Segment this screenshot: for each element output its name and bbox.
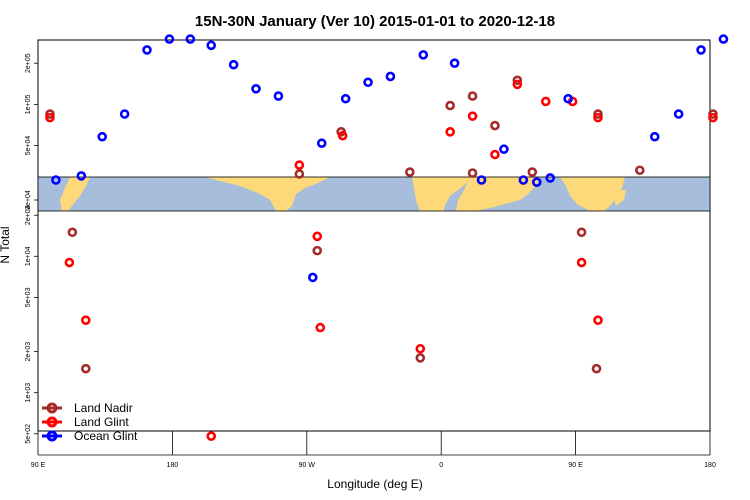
point-land-glint — [445, 127, 455, 137]
point-ocean-glint — [673, 109, 684, 119]
point-ocean-glint — [363, 77, 373, 88]
point-land-nadir — [405, 167, 415, 177]
x-tick-label: 0 — [439, 462, 443, 469]
point-land-glint — [80, 315, 91, 325]
legend-label-land-nadir: Land Nadir — [74, 401, 133, 415]
y-tick-label: 2e+04 — [25, 205, 32, 225]
point-ocean-glint — [518, 175, 529, 185]
point-ocean-glint — [51, 175, 61, 185]
point-land-glint — [415, 343, 426, 354]
point-ocean-glint — [531, 177, 542, 187]
x-tick-label: 90 W — [299, 462, 316, 469]
point-ocean-glint — [307, 272, 318, 283]
point-land-glint — [312, 231, 323, 242]
point-ocean-glint — [273, 91, 284, 101]
legend-marker-land-nadir — [46, 402, 58, 414]
x-tick-label: 180 — [704, 462, 716, 469]
point-ocean-glint — [97, 131, 108, 142]
y-tick-label: 1e+04 — [25, 246, 32, 266]
point-land-nadir — [467, 91, 478, 101]
point-land-glint — [593, 112, 603, 123]
point-land-glint — [206, 431, 217, 441]
point-land-nadir — [708, 109, 718, 119]
y-tick-label: 5e+03 — [25, 287, 32, 307]
point-land-glint — [490, 149, 500, 160]
point-ocean-glint — [649, 131, 660, 142]
point-ocean-glint — [206, 40, 217, 51]
point-land-nadir — [445, 100, 455, 111]
legend-entry-ocean-glint: Ocean Glint — [42, 429, 138, 443]
point-land-nadir — [294, 169, 305, 179]
point-ocean-glint — [76, 171, 87, 181]
point-land-glint — [593, 315, 603, 325]
chart-title: 15N-30N January (Ver 10) 2015-01-01 to 2… — [195, 13, 555, 30]
point-ocean-glint — [418, 50, 429, 60]
y-tick-label: 5e+02 — [25, 424, 32, 444]
point-land-glint — [512, 79, 523, 90]
x-axis-label: Longitude (deg E) — [327, 477, 422, 491]
legend-marker-ocean-glint — [46, 430, 58, 442]
point-land-nadir — [490, 120, 500, 131]
legend-marker-land-glint — [46, 416, 58, 428]
point-land-glint — [294, 160, 305, 170]
y-tick-label: 5e+04 — [25, 136, 32, 156]
x-tick-label: 180 — [167, 462, 179, 469]
point-ocean-glint — [228, 59, 239, 70]
world-map-strip — [37, 176, 711, 212]
legend-label-ocean-glint: Ocean Glint — [74, 429, 138, 443]
point-ocean-glint — [385, 71, 396, 82]
point-land-glint — [540, 96, 551, 107]
point-land-nadir — [527, 167, 538, 177]
y-tick-label: 2e+04 — [25, 190, 32, 210]
point-ocean-glint — [164, 34, 175, 44]
point-land-nadir — [312, 245, 323, 256]
point-ocean-glint — [545, 173, 556, 183]
y-axis: 2e+04 5e+04 1e+05 2e+05 5e+02 1e+03 2e+03 5e+03… — [25, 53, 38, 444]
legend-label-land-glint: Land Glint — [74, 415, 129, 429]
point-land-nadir — [512, 75, 523, 86]
data-points — [45, 34, 729, 441]
point-land-glint — [708, 112, 718, 123]
point-ocean-glint — [718, 34, 729, 44]
point-land-nadir — [467, 168, 478, 178]
point-ocean-glint — [499, 144, 509, 155]
point-ocean-glint — [340, 93, 351, 104]
point-land-nadir — [591, 363, 602, 374]
y-tick-label: 1e+05 — [25, 94, 32, 114]
point-ocean-glint — [449, 58, 460, 68]
point-land-glint — [576, 257, 587, 268]
point-land-nadir — [593, 109, 603, 119]
point-ocean-glint — [476, 175, 487, 185]
legend-entry-land-glint: Land Glint — [42, 415, 129, 429]
point-ocean-glint — [316, 138, 327, 149]
plot-frame — [37, 39, 711, 432]
point-land-glint — [315, 322, 326, 333]
point-ocean-glint — [185, 34, 196, 44]
x-tick-label: 90 E — [568, 462, 583, 469]
point-ocean-glint — [251, 83, 261, 94]
legend-entry-land-nadir: Land Nadir — [42, 401, 133, 415]
point-land-glint — [64, 257, 75, 268]
point-ocean-glint — [696, 45, 706, 55]
point-land-glint — [337, 130, 348, 141]
point-land-nadir — [45, 109, 55, 119]
y-axis-label: N Total — [0, 226, 12, 263]
point-land-nadir — [80, 363, 91, 374]
x-axis: 90 E 180 90 W 0 90 E 180 — [31, 431, 716, 469]
point-ocean-glint — [142, 45, 152, 55]
y-tick-label: 2e+05 — [25, 53, 32, 73]
y-tick-label: 2e+03 — [25, 342, 32, 362]
point-ocean-glint — [119, 109, 130, 119]
point-land-nadir — [415, 353, 426, 363]
point-land-glint — [467, 111, 478, 121]
legend: Land Nadir Land Glint Ocean Glint — [42, 401, 138, 443]
y-tick-label: 1e+03 — [25, 383, 32, 403]
point-land-nadir — [67, 227, 78, 238]
point-land-glint — [45, 112, 55, 123]
point-land-nadir — [635, 165, 645, 176]
x-tick-label: 90 E — [31, 462, 46, 469]
point-ocean-glint — [563, 93, 573, 104]
point-land-nadir — [576, 227, 587, 238]
